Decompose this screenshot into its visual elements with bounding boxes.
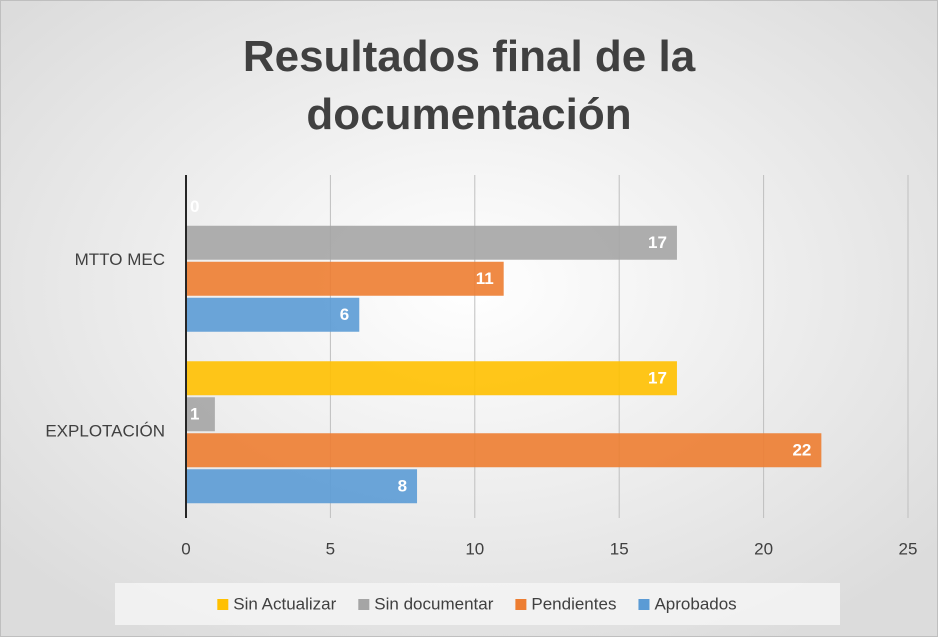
bar [186,433,822,468]
x-tick-label: 15 [610,539,629,558]
data-label: 11 [476,269,494,288]
legend-label: Aprobados [654,594,736,613]
legend-label: Pendientes [531,594,616,613]
data-label: 22 [792,441,811,460]
bar [186,297,360,332]
data-label: 8 [398,477,407,496]
data-label: 17 [648,233,667,252]
data-label: 1 [190,405,199,424]
chart-title: Resultados final de la documentación [242,32,696,139]
legend-swatch [358,599,370,610]
legend-swatch [638,599,650,610]
legend-swatch [217,599,229,610]
x-tick-label: 0 [181,539,190,558]
bar [186,261,504,296]
y-tick-label: EXPLOTACIÓN [45,422,165,441]
bar [186,361,677,396]
x-tick-label: 5 [326,539,335,558]
y-tick-label: MTTO MEC [75,250,165,269]
legend-label: Sin documentar [374,594,493,613]
data-label: 17 [648,369,667,388]
x-tick-label: 25 [899,539,918,558]
data-label: 0 [190,197,199,216]
bar [186,225,677,260]
legend-swatch [515,599,527,610]
bar [186,397,215,432]
legend-label: Sin Actualizar [233,594,336,613]
legend-box [115,583,840,625]
bar [186,469,418,504]
x-tick-label: 20 [754,539,773,558]
x-tick-label: 10 [465,539,484,558]
data-label: 6 [340,305,349,324]
